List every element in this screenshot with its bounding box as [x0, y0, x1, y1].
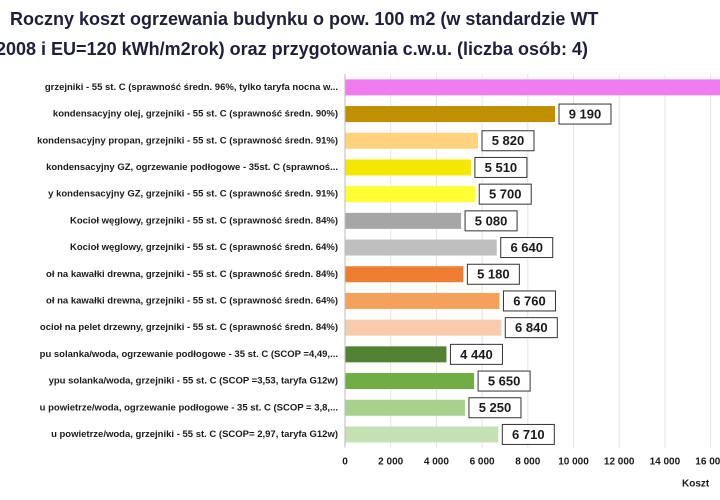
value-label-box — [504, 317, 558, 339]
bar — [345, 426, 499, 443]
value-label: 5 700 — [489, 187, 522, 202]
bar — [345, 186, 476, 203]
value-label-box — [477, 370, 531, 392]
value-label: 5 820 — [492, 133, 525, 148]
value-label: 5 510 — [485, 160, 518, 175]
x-tick-label: 14 000 — [650, 457, 681, 468]
value-label-box — [478, 183, 532, 205]
x-tick-label: 4 000 — [424, 457, 449, 468]
bar — [345, 239, 497, 256]
category-label: ypu solanka/woda, grzejniki - 55 st. C (… — [49, 376, 338, 387]
value-label: 5 080 — [475, 213, 508, 228]
category-label: y kondensacyjny GZ, grzejniki - 55 st. C… — [48, 189, 338, 200]
category-label: kondensacyjny olej, grzejniki - 55 st. C… — [53, 109, 338, 120]
bar — [345, 292, 500, 309]
value-label: 5 180 — [477, 267, 510, 282]
category-label: Kocioł węglowy, grzejniki - 55 st. C (sp… — [70, 242, 338, 253]
x-tick-label: 8 000 — [515, 457, 540, 468]
value-label-box — [481, 130, 535, 152]
value-label-box — [449, 343, 503, 365]
bar — [345, 212, 462, 229]
category-label: pu solanka/woda, ogrzewanie podłogowe - … — [40, 349, 338, 360]
value-label-box — [500, 237, 554, 259]
value-label: 6 710 — [512, 427, 545, 442]
value-label: 9 190 — [569, 106, 602, 121]
category-label: oł na kawałki drewna, grzejniki - 55 st.… — [46, 269, 338, 280]
category-label: kondensacyjny propan, grzejniki - 55 st.… — [37, 135, 338, 146]
bar — [345, 132, 478, 149]
value-label-box — [466, 263, 520, 285]
value-label-box — [501, 423, 555, 445]
value-label-box — [474, 156, 528, 178]
chart-title: Roczny koszt ogrzewania budynku o pow. 1… — [10, 9, 598, 29]
bar — [345, 346, 447, 363]
x-tick-label: 16 000 — [695, 457, 720, 468]
category-label: oł na kawałki drewna, grzejniki - 55 st.… — [46, 295, 338, 306]
x-tick-label: 12 000 — [604, 457, 635, 468]
category-label: ocioł na pelet drzewny, grzejniki - 55 s… — [40, 322, 338, 333]
category-label: kondensacyjny GZ, ogrzewanie podłogowe -… — [46, 162, 338, 173]
value-label: 6 840 — [515, 320, 548, 335]
value-label-box — [558, 103, 612, 125]
value-label: 5 650 — [488, 373, 521, 388]
value-label: 6 640 — [510, 240, 543, 255]
x-tick-label: 0 — [342, 457, 348, 468]
category-label: u powietrze/woda, ogrzewanie podłogowe -… — [40, 402, 338, 413]
x-tick-label: 2 000 — [378, 457, 403, 468]
category-label: u powietrze/woda, grzejniki - 55 st. C (… — [51, 429, 338, 440]
value-label-box — [502, 290, 556, 312]
bar — [345, 266, 464, 283]
bar — [345, 373, 475, 390]
x-axis-label: Koszt — [682, 479, 710, 490]
value-label-box — [464, 210, 518, 232]
x-tick-label: 6 000 — [470, 457, 495, 468]
bar — [345, 79, 720, 96]
value-label-box — [468, 397, 522, 419]
value-label: 6 760 — [513, 293, 546, 308]
value-label: 4 440 — [460, 347, 493, 362]
bar — [345, 399, 465, 416]
bar — [345, 159, 471, 176]
x-tick-label: 10 000 — [558, 457, 589, 468]
bar — [345, 319, 502, 336]
bar — [345, 106, 555, 123]
value-label: 5 250 — [479, 400, 512, 415]
chart-title: 2008 i EU=120 kWh/m2rok) oraz przygotowa… — [0, 39, 588, 59]
category-label: grzejniki - 55 st. C (sprawność średn. 9… — [45, 82, 338, 93]
category-label: Kocioł węglowy, grzejniki - 55 st. C (sp… — [70, 215, 338, 226]
